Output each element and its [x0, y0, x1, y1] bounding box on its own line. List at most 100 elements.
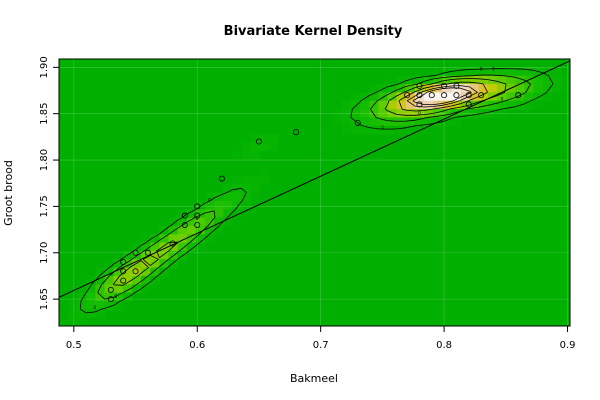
density-cell	[86, 309, 97, 319]
data-point	[169, 240, 176, 247]
density-cell	[214, 192, 224, 202]
density-cell	[195, 209, 206, 219]
density-cell	[141, 250, 151, 260]
density-cell	[497, 92, 507, 102]
density-cell	[487, 109, 498, 118]
density-cell	[542, 92, 553, 102]
density-cell	[214, 217, 224, 227]
density-cell	[104, 275, 115, 285]
y-tick-label: 1.65	[39, 288, 50, 310]
plot-area: 0 0 0 0 0 0 0 0 0	[59, 59, 570, 326]
density-cell	[551, 84, 562, 93]
data-points	[107, 82, 522, 303]
data-point	[132, 268, 139, 275]
density-cell	[405, 84, 416, 93]
contour-line	[113, 78, 507, 286]
y-tick-label: 1.85	[39, 103, 50, 125]
density-cell	[378, 100, 389, 110]
data-point	[416, 92, 423, 99]
data-point	[354, 119, 361, 126]
density-cell	[104, 300, 115, 310]
density-cell	[369, 117, 379, 127]
density-cell	[113, 259, 124, 269]
data-point	[144, 249, 151, 256]
density-cell	[259, 142, 270, 152]
density-cell	[223, 184, 233, 194]
density-cell	[104, 284, 115, 294]
density-cell	[86, 275, 97, 285]
data-point	[404, 92, 411, 99]
density-cell	[150, 234, 160, 244]
density-cell	[77, 309, 87, 319]
density-cell	[469, 92, 480, 102]
density-cell	[195, 242, 206, 252]
density-cell	[460, 100, 471, 110]
density-cell	[241, 184, 252, 194]
data-point	[181, 212, 188, 219]
density-cell	[497, 75, 507, 85]
density-cell	[369, 84, 379, 93]
density-cell	[469, 84, 480, 93]
density-cell	[195, 234, 206, 244]
contour-label: 0	[114, 294, 117, 300]
density-cell	[396, 92, 407, 102]
density-cell	[141, 259, 151, 269]
density-cell	[396, 125, 407, 135]
density-cell	[150, 267, 160, 277]
density-cell	[104, 267, 115, 277]
contour-label: 0	[208, 197, 211, 203]
data-point	[255, 138, 262, 145]
density-cell	[460, 75, 471, 85]
density-cell	[460, 84, 471, 93]
density-cell	[560, 75, 570, 85]
density-cell	[195, 217, 206, 227]
density-cell	[186, 225, 197, 235]
data-point	[194, 212, 201, 219]
density-cell	[387, 92, 398, 102]
density-cell	[351, 100, 361, 110]
x-tick-label: 0.6	[189, 340, 205, 351]
grid-lines	[59, 59, 570, 326]
density-cell	[396, 75, 407, 85]
density-cell	[387, 125, 398, 135]
density-cell	[424, 117, 434, 127]
density-cell	[487, 67, 498, 77]
density-cell	[250, 192, 261, 202]
density-cell	[122, 259, 133, 269]
density-cell	[159, 267, 170, 277]
density-cell	[442, 117, 452, 127]
density-cell	[405, 75, 416, 85]
density-cell	[360, 117, 370, 127]
density-cell	[369, 92, 379, 102]
density-cell	[77, 284, 87, 294]
density-cell	[524, 100, 535, 110]
density-cell	[68, 309, 78, 319]
density-cell	[451, 100, 462, 110]
density-cell	[341, 109, 352, 118]
density-cell	[497, 84, 507, 93]
density-cell	[214, 225, 224, 235]
density-cell	[86, 284, 97, 294]
density-cell	[77, 317, 87, 326]
density-cell	[141, 267, 151, 277]
density-cell	[506, 67, 516, 77]
data-point	[416, 82, 423, 89]
density-cell	[497, 100, 507, 110]
density-cell	[68, 317, 78, 326]
density-cell	[433, 75, 443, 85]
density-cell	[414, 100, 425, 110]
data-point	[107, 286, 114, 293]
data-point	[194, 203, 201, 210]
density-cell	[396, 109, 407, 118]
density-cell	[132, 242, 142, 252]
density-cell	[186, 234, 197, 244]
density-cell	[250, 184, 261, 194]
density-cell	[378, 117, 389, 127]
density-cell	[259, 167, 270, 177]
density-cell	[487, 84, 498, 93]
density-cell	[241, 142, 252, 152]
contour-line	[97, 74, 531, 300]
density-cell	[159, 259, 170, 269]
x-tick-label: 0.8	[436, 340, 452, 351]
density-cell	[478, 84, 489, 93]
